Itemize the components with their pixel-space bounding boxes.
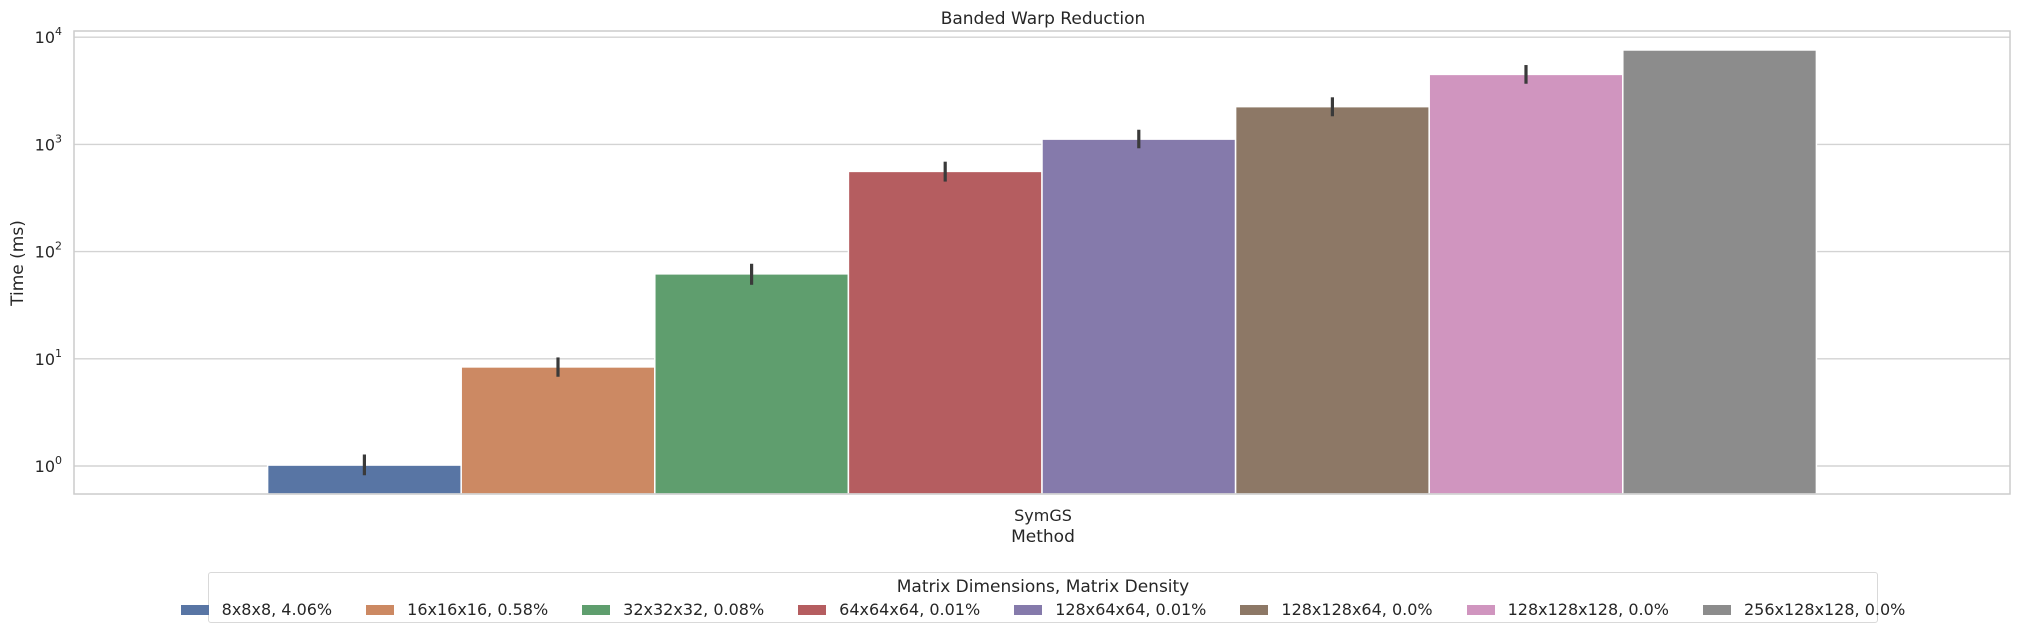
legend: Matrix Dimensions, Matrix Density 8x8x8,… <box>180 572 1905 623</box>
legend-label: 256x128x128, 0.0% <box>1743 600 1906 619</box>
bars <box>266 49 1818 495</box>
legend-item-8: 256x128x128, 0.0% <box>1702 600 1906 619</box>
bar-3 <box>654 273 850 495</box>
legend-swatch <box>366 604 395 615</box>
legend-label: 8x8x8, 4.06% <box>221 600 333 619</box>
legend-item-1: 8x8x8, 4.06% <box>180 600 333 619</box>
legend-label: 16x16x16, 0.58% <box>407 600 549 619</box>
legend-item-2: 16x16x16, 0.58% <box>366 600 548 619</box>
plot-frame <box>73 30 2011 495</box>
chart: Banded Warp Reduction 100 101 102 103 104 Sy… <box>8 9 2011 547</box>
legend-swatch <box>1240 604 1269 615</box>
y-tick-label-4: 104 <box>35 25 62 47</box>
legend-items: 8x8x8, 4.06% 16x16x16, 0.58% 32x32x32, 0.0… <box>180 600 1905 619</box>
legend-title: Matrix Dimensions, Matrix Density <box>896 577 1190 597</box>
y-tick-label-0: 100 <box>35 454 62 476</box>
legend-label: 128x128x128, 0.0% <box>1507 600 1669 619</box>
legend-label: 128x128x64, 0.0% <box>1281 600 1433 619</box>
bar-8 <box>1622 49 1818 495</box>
legend-swatch <box>180 604 209 615</box>
legend-item-4: 64x64x64, 0.01% <box>798 600 980 619</box>
legend-swatch <box>798 604 827 615</box>
legend-label: 32x32x32, 0.08% <box>623 600 765 619</box>
legend-item-5: 128x64x64, 0.01% <box>1014 600 1206 619</box>
y-tick-labels: 100 101 102 103 104 <box>35 25 62 476</box>
legend-label: 128x64x64, 0.01% <box>1055 600 1207 619</box>
y-axis-label: Time (ms) <box>8 220 28 307</box>
bar-5 <box>1041 138 1237 495</box>
x-tick-label-symgs: SymGS <box>1014 506 1072 525</box>
legend-swatch <box>1702 604 1731 615</box>
y-tick-label-1: 101 <box>35 347 62 369</box>
bar-7 <box>1428 73 1624 495</box>
legend-item-7: 128x128x128, 0.0% <box>1466 600 1669 619</box>
bar-6 <box>1234 105 1430 495</box>
bar-4 <box>847 170 1043 495</box>
legend-label: 64x64x64, 0.01% <box>839 600 981 619</box>
legend-item-3: 32x32x32, 0.08% <box>582 600 764 619</box>
x-axis-label: Method <box>1011 527 1075 547</box>
legend-swatch <box>1466 604 1495 615</box>
legend-swatch <box>1014 604 1043 615</box>
error-bars <box>362 65 1528 476</box>
bar-2 <box>460 366 656 495</box>
y-tick-label-2: 102 <box>35 240 62 262</box>
legend-swatch <box>582 604 611 615</box>
y-tick-label-3: 103 <box>35 132 62 154</box>
chart-title: Banded Warp Reduction <box>941 9 1146 29</box>
legend-item-6: 128x128x64, 0.0% <box>1240 600 1433 619</box>
